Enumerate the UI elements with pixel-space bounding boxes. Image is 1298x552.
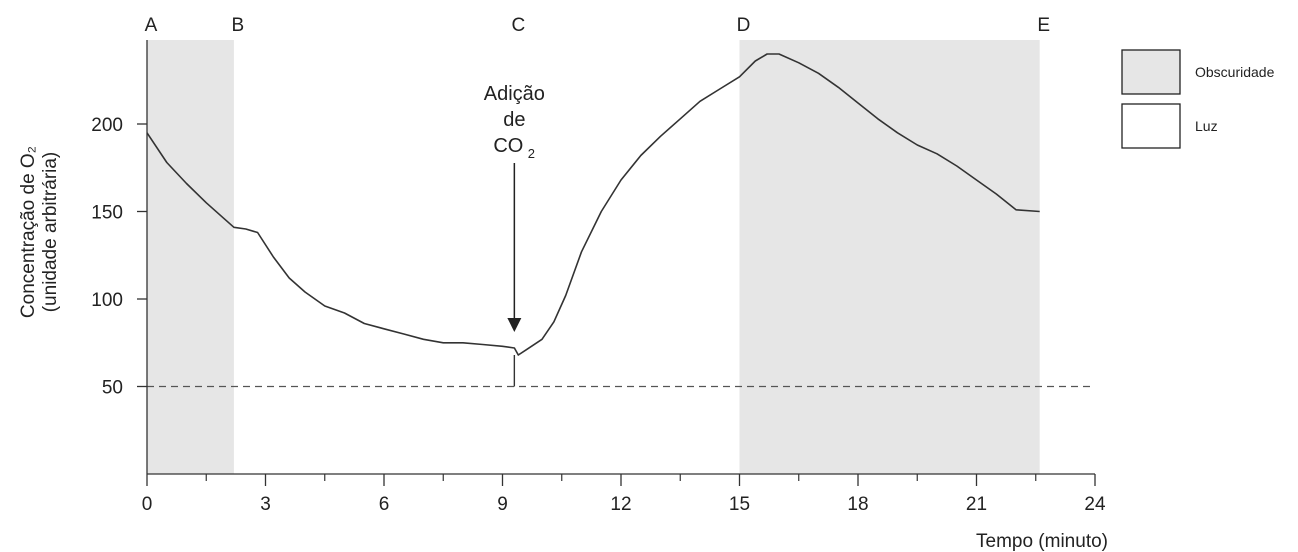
x-tick-label-21: 21 xyxy=(966,494,987,515)
series-group xyxy=(146,53,1040,356)
x-tick-label-12: 12 xyxy=(610,494,631,515)
annotation-line-2: de xyxy=(503,109,525,131)
phase-label-C: C xyxy=(511,15,525,36)
x-tick-label-24: 24 xyxy=(1084,494,1106,515)
x-tick-label-6: 6 xyxy=(379,494,390,515)
x-tick-label-9: 9 xyxy=(497,494,508,515)
x-tick-label-18: 18 xyxy=(847,494,868,515)
co2-arrow-head xyxy=(507,318,522,332)
series-line-0 xyxy=(146,53,1040,356)
x-axis-title: Tempo (minuto) xyxy=(976,531,1108,552)
annotation-line-1: Adição xyxy=(484,83,545,105)
legend-swatch-0 xyxy=(1121,49,1181,95)
shaded-intervals xyxy=(147,40,1040,474)
x-tick-label-15: 15 xyxy=(729,494,750,515)
phase-label-E: E xyxy=(1037,15,1050,36)
annotation-subscript: 2 xyxy=(528,146,535,161)
ticks: 0 3 6 9 12 15 18 21 24 50 100 150 200 xyxy=(91,115,1106,515)
legend-label-0: Obscuridade xyxy=(1195,64,1275,80)
x-tick-label-3: 3 xyxy=(260,494,271,515)
phase-label-D: D xyxy=(737,15,751,36)
y-tick-label-100: 100 xyxy=(91,290,123,311)
legend-swatch-1 xyxy=(1121,103,1181,149)
phase-label-B: B xyxy=(232,15,245,36)
annotation-line-3: CO xyxy=(493,135,523,157)
y-axis-title: Concentração de O₂ xyxy=(18,146,39,318)
shaded-interval-1 xyxy=(739,40,1040,474)
legend: Obscuridade Luz xyxy=(1121,49,1275,149)
y-tick-label-200: 200 xyxy=(91,115,123,136)
y-axis-subtitle: (unidade arbitrária) xyxy=(40,152,61,313)
legend-label-1: Luz xyxy=(1195,118,1218,134)
y-tick-label-150: 150 xyxy=(91,203,123,224)
y-tick-label-50: 50 xyxy=(102,378,123,399)
shaded-interval-0 xyxy=(147,40,234,474)
x-tick-label-0: 0 xyxy=(142,494,153,515)
phase-label-A: A xyxy=(145,15,158,36)
annotation-group: Adição de CO 2 xyxy=(484,83,545,387)
phase-labels: A B C D E xyxy=(145,15,1050,36)
